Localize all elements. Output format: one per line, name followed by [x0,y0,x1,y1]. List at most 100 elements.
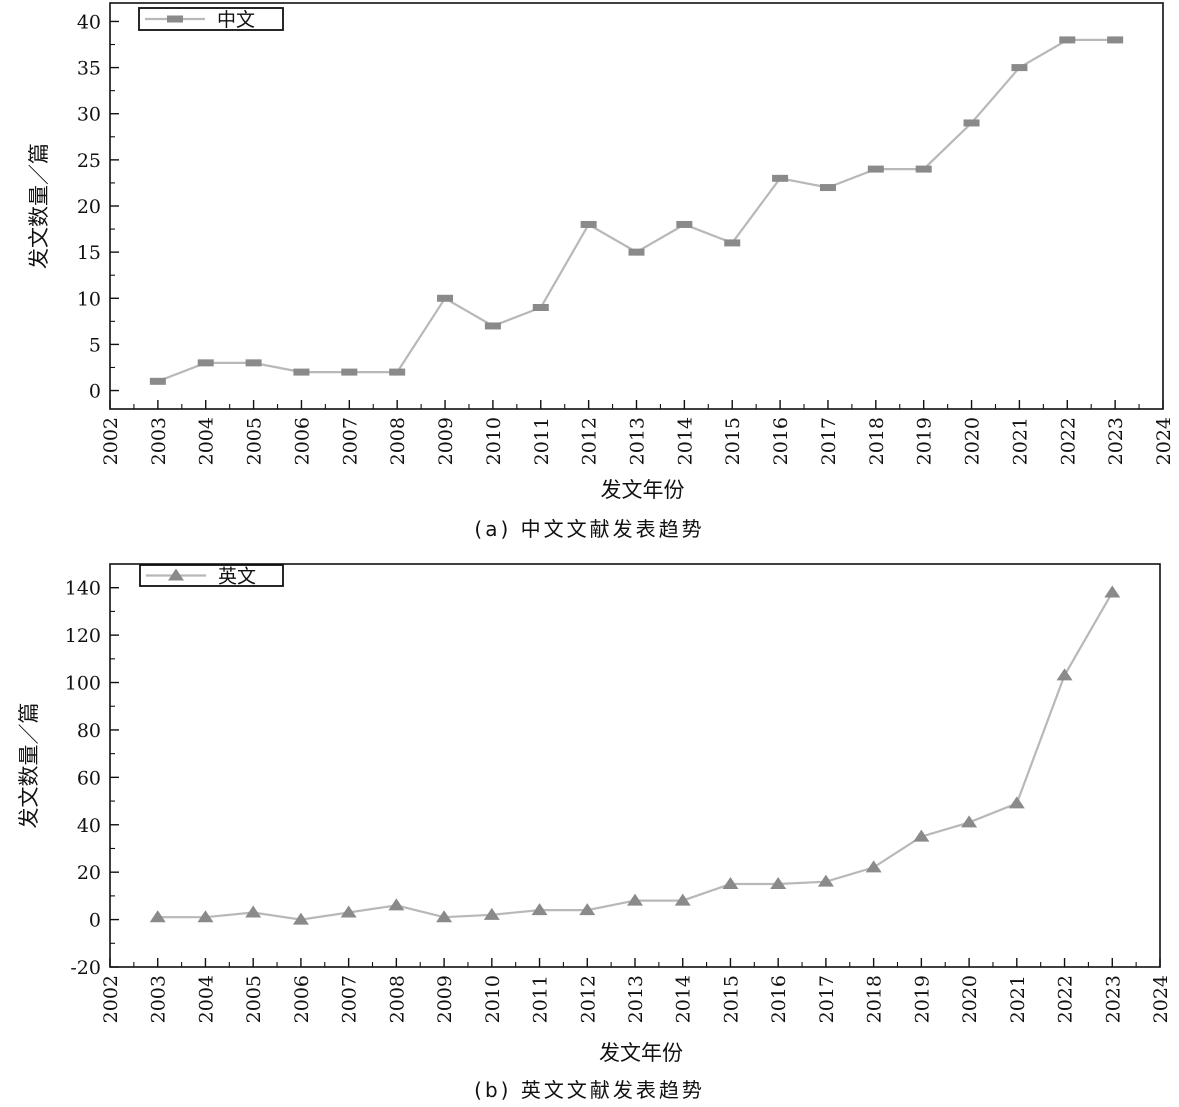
data-point [1059,36,1076,44]
plot-frame [109,563,1161,968]
y-axis-title: 发文数量／篇 [17,703,41,829]
data-point [628,248,645,256]
x-tick-label: 2018 [866,417,888,465]
x-tick-label: 2017 [816,975,838,1023]
x-tick-label: 2013 [627,417,649,465]
x-tick-label: 2012 [577,975,599,1023]
data-point [722,877,739,890]
x-tick-label: 2018 [864,975,886,1023]
x-axis-title: 发文年份 [601,478,685,502]
data-point [245,359,262,367]
x-tick-label: 2022 [1057,417,1079,465]
y-tick-label: 60 [77,767,101,789]
data-point [245,905,262,918]
data-point [1056,668,1073,681]
series-line [157,38,1116,383]
data-point [772,174,789,182]
plot-frame [109,2,1164,410]
data-point [1107,36,1124,44]
x-tick-label: 2021 [1009,417,1031,465]
x-tick-label: 2022 [1055,975,1077,1023]
chart-a-caption: (a) 中文文献发表趋势 [474,517,705,541]
data-point [1011,64,1028,72]
y-tick-label: 20 [77,196,101,218]
data-point [340,905,357,918]
x-tick-label: 2016 [768,975,790,1023]
data-point [580,220,597,228]
x-tick-label: 2019 [911,975,933,1023]
x-tick-label: 2009 [435,417,457,465]
x-tick-label: 2017 [818,417,840,465]
x-tick-label: 2010 [483,417,505,465]
y-tick-label: 35 [77,58,101,80]
x-tick-label: 2010 [482,975,504,1023]
y-tick-label: 40 [77,11,101,33]
y-tick-label: 15 [77,242,101,264]
y-axis-title: 发文数量／篇 [27,143,51,269]
data-point [724,239,741,247]
data-point [1104,585,1121,598]
x-tick-label: 2019 [914,417,936,465]
x-tick-label: 2012 [579,417,601,465]
data-point [149,910,166,923]
y-tick-label: 0 [89,381,101,403]
x-tick-label: 2023 [1105,417,1127,465]
data-point [197,359,214,367]
series-line [157,591,1114,921]
data-point [389,368,406,376]
y-tick-label: 20 [77,862,101,884]
y-tick-label: 120 [65,625,101,647]
x-tick-label: 2002 [100,417,122,465]
y-tick-label: 40 [77,815,101,837]
legend-box [138,7,284,31]
x-tick-label: 2003 [148,417,170,465]
x-tick-label: 2014 [673,975,695,1023]
x-tick-label: 2015 [722,417,744,465]
x-tick-label: 2024 [1150,975,1172,1023]
x-tick-label: 2008 [387,417,409,465]
data-point [674,893,691,906]
x-tick-label: 2020 [962,417,984,465]
y-tick-label: 80 [77,720,101,742]
data-point [915,165,932,173]
data-point [627,893,643,906]
y-tick-label: 100 [65,673,101,695]
y-tick-label: 0 [89,910,101,932]
legend-marker [167,15,183,23]
x-tick-label: 2009 [434,975,456,1023]
data-point [865,860,882,873]
x-tick-label: 2006 [291,975,313,1023]
chart-b-caption: (b) 英文文献发表趋势 [474,1078,705,1102]
data-point [292,912,309,925]
x-tick-label: 2023 [1102,975,1124,1023]
x-tick-label: 2006 [291,417,313,465]
legend-marker [168,568,184,581]
data-point [531,903,548,916]
data-point [913,829,930,842]
x-tick-label: 2005 [243,975,265,1023]
x-tick-label: 2004 [196,417,218,465]
data-point [1008,796,1025,809]
x-tick-label: 2024 [1153,417,1175,465]
x-tick-label: 2005 [244,417,266,465]
data-point [867,165,884,173]
x-tick-label: 2002 [100,975,122,1023]
x-axis-title: 发文年份 [599,1041,683,1065]
data-point [483,907,500,920]
legend-label: 中文 [217,9,255,31]
x-tick-label: 2014 [674,417,696,465]
y-tick-label: -20 [70,957,101,979]
x-tick-label: 2011 [531,417,553,465]
data-point [963,119,980,127]
data-point [676,220,693,228]
data-point [197,910,214,923]
x-tick-label: 2021 [1007,975,1029,1023]
data-point [770,877,787,890]
y-tick-label: 5 [89,334,101,356]
data-point [961,815,978,828]
data-point [436,910,453,923]
x-tick-label: 2007 [339,975,361,1023]
data-point [341,368,358,376]
x-tick-label: 2008 [386,975,408,1023]
y-tick-label: 10 [77,288,101,310]
